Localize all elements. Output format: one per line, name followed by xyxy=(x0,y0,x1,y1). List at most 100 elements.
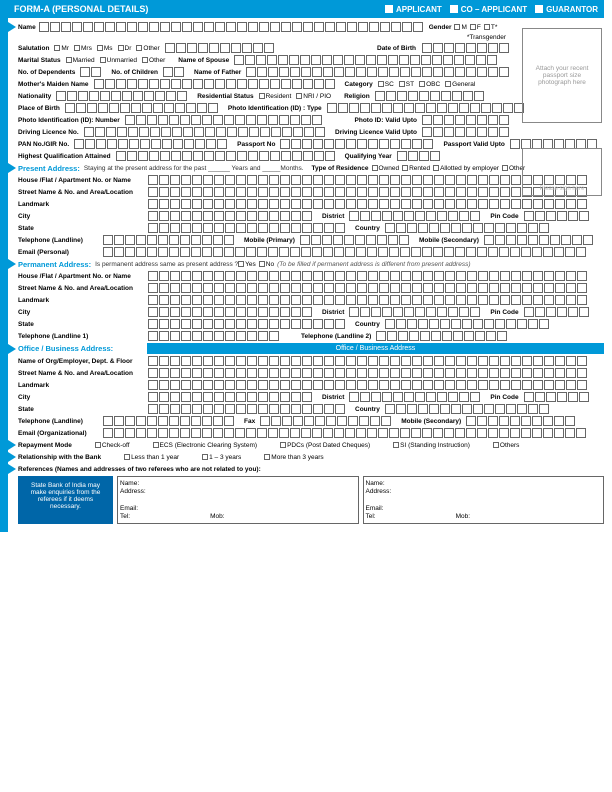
opt-mrs[interactable]: Mrs xyxy=(74,45,92,52)
pan-boxes[interactable] xyxy=(74,139,227,149)
opt-resident[interactable]: Resident xyxy=(259,93,292,100)
opt-unmarried[interactable]: Unmarried xyxy=(100,57,137,64)
email-boxes[interactable] xyxy=(103,247,586,257)
perm-tel1-boxes[interactable] xyxy=(148,331,279,341)
off-mob-boxes[interactable] xyxy=(466,416,575,426)
perm-house-boxes[interactable] xyxy=(148,271,587,281)
lbl-pan: PAN No./GIR No. xyxy=(18,141,69,148)
spouse-boxes[interactable] xyxy=(234,55,497,65)
pidtype-boxes[interactable] xyxy=(327,103,524,113)
landmark-boxes[interactable] xyxy=(148,199,587,209)
fax-boxes[interactable] xyxy=(260,416,391,426)
perm-country-boxes[interactable] xyxy=(385,319,549,329)
mob2-boxes[interactable] xyxy=(484,235,593,245)
name-boxes[interactable] xyxy=(39,22,423,32)
opt-dr[interactable]: Dr xyxy=(118,45,132,52)
tel-boxes[interactable] xyxy=(103,235,234,245)
opt-m[interactable]: M xyxy=(454,24,466,31)
opt-employer[interactable]: Allotted by employer xyxy=(433,165,499,172)
mob1-boxes[interactable] xyxy=(300,235,409,245)
state-boxes[interactable] xyxy=(148,223,345,233)
district-boxes[interactable] xyxy=(349,211,480,221)
perm-note: Is permanent address same as present add… xyxy=(95,261,238,268)
qual-boxes[interactable] xyxy=(116,151,335,161)
ref2-mob: Mob: xyxy=(456,513,470,520)
perm-tel2-boxes[interactable] xyxy=(376,331,507,341)
perm-city-boxes[interactable] xyxy=(148,307,312,317)
opt-pdc[interactable]: PDCs (Post Dated Cheques) xyxy=(280,442,370,449)
opt-f[interactable]: F xyxy=(470,24,481,31)
lbl-salutation: Salutation xyxy=(18,45,49,52)
qyear-boxes[interactable] xyxy=(397,151,440,161)
off-city-boxes[interactable] xyxy=(148,392,312,402)
opt-rented[interactable]: Rented xyxy=(402,165,430,172)
lbl-pidtype: Photo Identification (ID) : Type xyxy=(228,105,322,112)
off-landmark-boxes[interactable] xyxy=(148,380,587,390)
opt-nri[interactable]: NRI / PIO xyxy=(296,93,331,100)
opt-perm-no[interactable]: No xyxy=(259,261,274,268)
opt-marital-other[interactable]: Other xyxy=(142,57,165,64)
nat-boxes[interactable] xyxy=(56,91,187,101)
opt-t[interactable]: T* xyxy=(484,24,498,31)
religion-boxes[interactable] xyxy=(375,91,484,101)
pidnum-boxes[interactable] xyxy=(125,115,322,125)
perm-state-boxes[interactable] xyxy=(148,319,345,329)
perm-pin-boxes[interactable] xyxy=(524,307,589,317)
lbl-state: State xyxy=(18,225,143,232)
opt-rel2[interactable]: 1 – 3 years xyxy=(202,454,241,461)
opt-checkoff[interactable]: Check-off xyxy=(95,442,130,449)
dob-boxes[interactable] xyxy=(422,43,509,53)
pin-boxes[interactable] xyxy=(524,211,589,221)
opt-general[interactable]: General xyxy=(445,81,475,88)
off-street-boxes[interactable] xyxy=(148,368,587,378)
opt-owned[interactable]: Owned xyxy=(372,165,400,172)
opt-rep-other[interactable]: Others xyxy=(493,442,520,449)
lbl-dl: Driving Licence No. xyxy=(18,129,79,136)
maiden-boxes[interactable] xyxy=(94,79,335,89)
opt-rel3[interactable]: More than 3 years xyxy=(264,454,323,461)
opt-married[interactable]: Married xyxy=(66,57,95,64)
country-boxes[interactable] xyxy=(385,223,549,233)
off-country-boxes[interactable] xyxy=(385,404,549,414)
opt-st[interactable]: ST xyxy=(399,81,414,88)
perm-landmark-boxes[interactable] xyxy=(148,295,587,305)
pob-boxes[interactable] xyxy=(65,103,218,113)
ref1-tel: Tel: xyxy=(120,513,130,520)
signature-box: Please sign here xyxy=(522,148,602,196)
form-page: FORM-A (PERSONAL DETAILS) APPLICANT CO –… xyxy=(0,0,612,532)
opt-other-sal[interactable]: Other xyxy=(136,45,159,52)
dlvalid-boxes[interactable] xyxy=(422,127,509,137)
opt-guarantor[interactable]: GUARANTOR xyxy=(535,5,598,14)
off-district-boxes[interactable] xyxy=(349,392,480,402)
org-boxes[interactable] xyxy=(148,356,587,366)
city-boxes[interactable] xyxy=(148,211,312,221)
arrow-icon xyxy=(8,440,16,450)
ppno-boxes[interactable] xyxy=(280,139,433,149)
sal-other-boxes[interactable] xyxy=(165,43,274,53)
opt-perm-yes[interactable]: Yes xyxy=(238,261,256,268)
opt-obc[interactable]: OBC xyxy=(419,81,440,88)
opt-si[interactable]: SI (Standing Instruction) xyxy=(393,442,470,449)
ref-1[interactable]: Name: Address: Email: Tel:Mob: xyxy=(117,476,359,524)
opt-ecs[interactable]: ECS (Electronic Clearing System) xyxy=(153,442,258,449)
opt-sc[interactable]: SC xyxy=(378,81,394,88)
dep-boxes[interactable] xyxy=(80,67,101,77)
form-title: FORM-A (PERSONAL DETAILS) xyxy=(14,4,148,14)
opt-rel1[interactable]: Less than 1 year xyxy=(124,454,179,461)
dl-boxes[interactable] xyxy=(84,127,325,137)
ref-2[interactable]: Name: Address: Email: Tel:Mob: xyxy=(363,476,605,524)
opt-coapplicant[interactable]: CO – APPLICANT xyxy=(450,5,527,14)
opt-applicant[interactable]: APPLICANT xyxy=(385,5,442,14)
pidvalid-boxes[interactable] xyxy=(422,115,509,125)
off-email-boxes[interactable] xyxy=(103,428,586,438)
perm-district-boxes[interactable] xyxy=(349,307,480,317)
child-boxes[interactable] xyxy=(163,67,184,77)
arrow-icon xyxy=(8,163,16,173)
opt-ms[interactable]: Ms xyxy=(97,45,113,52)
off-state-boxes[interactable] xyxy=(148,404,345,414)
opt-mr[interactable]: Mr xyxy=(54,45,69,52)
off-pin-boxes[interactable] xyxy=(524,392,589,402)
perm-street-boxes[interactable] xyxy=(148,283,587,293)
father-boxes[interactable] xyxy=(246,67,509,77)
off-tel-boxes[interactable] xyxy=(103,416,234,426)
